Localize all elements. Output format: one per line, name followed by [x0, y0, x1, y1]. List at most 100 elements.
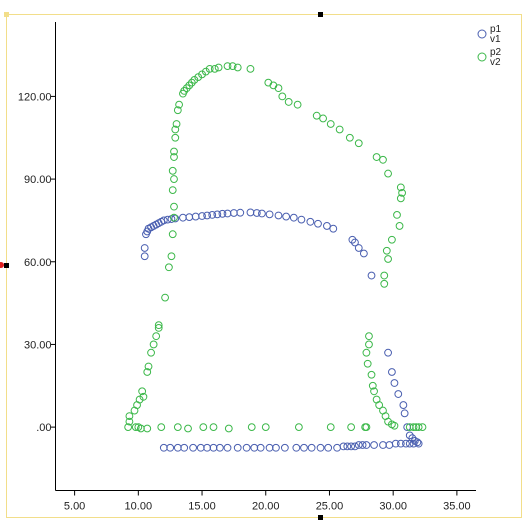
series-1-point: [339, 442, 348, 451]
series-2-point: [170, 153, 178, 161]
series-2-point: [326, 423, 335, 432]
series-2-point: [414, 423, 423, 432]
series-1-point: [354, 244, 363, 252]
legend-label-p1: p1: [490, 24, 502, 35]
series-2-point: [199, 423, 208, 432]
series-1-point: [405, 439, 414, 448]
series-2-point: [187, 78, 196, 87]
y-tick-label: 90.00: [24, 174, 52, 186]
series-1-point: [394, 390, 403, 398]
series-1-point: [198, 212, 206, 220]
series-2-point: [147, 348, 155, 357]
series-1-point: [246, 208, 255, 217]
series-2-point: [278, 92, 287, 101]
series-1-point: [256, 443, 265, 452]
series-2-point: [370, 387, 378, 396]
series-1-point: [300, 443, 308, 452]
legend-label-p2: p2: [490, 47, 502, 58]
series-2-point: [171, 133, 180, 142]
legend-marker-p1: [477, 29, 487, 39]
x-axis-ticks: 5.00 10.00 15.00 20.00 25.00 30.00 35.00: [64, 490, 471, 513]
series-2-point: [354, 139, 363, 148]
series-2-point: [125, 417, 134, 426]
y-tick-label: .00: [36, 422, 51, 434]
series-1-point: [280, 443, 289, 452]
series-2-point: [380, 271, 389, 280]
series-1-point: [203, 211, 212, 220]
series-1-point: [265, 443, 274, 452]
series-1-point: [351, 238, 359, 247]
series-1-point: [250, 443, 259, 452]
series-2-point: [228, 62, 237, 70]
series-1-point: [413, 438, 422, 447]
series-2-point: [362, 348, 371, 357]
resize-handle-bottom[interactable]: [318, 515, 323, 520]
series-1-point: [354, 441, 363, 449]
series-1-point: [329, 224, 338, 233]
series-2-point: [384, 169, 392, 178]
series-2-point: [214, 63, 223, 72]
x-tick-label: 5.00: [64, 501, 85, 513]
series-1-point: [390, 379, 399, 387]
series-2-point: [161, 293, 169, 302]
series-1-point: [384, 348, 392, 357]
series-1-point: [289, 213, 298, 222]
resize-handle-top[interactable]: [318, 12, 323, 17]
series-2-point: [154, 321, 163, 330]
series-1-point: [179, 213, 187, 222]
series-2-point: [247, 423, 256, 432]
series-1-point: [333, 443, 342, 452]
series-1-point: [173, 443, 182, 452]
x-tick-label: 15.00: [188, 501, 216, 513]
series-2-point: [363, 359, 372, 368]
series-1-point: [399, 401, 408, 409]
series-1-point: [385, 441, 394, 449]
series-2-point: [312, 111, 321, 120]
series-2-point: [180, 86, 189, 95]
legend-sublabel-p1: v1: [490, 34, 501, 45]
series-2-point: [223, 62, 232, 70]
series-2-point: [380, 279, 389, 288]
series-1-point: [236, 208, 245, 217]
series-1-point: [351, 442, 359, 451]
series-1-point: [405, 431, 414, 440]
series-2-point: [124, 423, 133, 432]
series-2-point: [409, 423, 418, 432]
series-1-point: [367, 271, 376, 280]
series-1-point: [343, 442, 352, 451]
series-1-point: [348, 235, 357, 244]
series-2-point: [284, 98, 293, 106]
series-1-point: [229, 209, 238, 217]
series-2-point: [152, 332, 161, 341]
x-tick-label: 10.00: [125, 501, 153, 513]
series-2-point: [138, 387, 147, 396]
series-2-point: [168, 186, 177, 195]
series-1-point: [379, 441, 387, 449]
series-1-point: [316, 443, 325, 452]
x-tick-label: 25.00: [316, 501, 344, 513]
series-1-point: [159, 443, 168, 452]
x-tick-label: 35.00: [443, 501, 471, 513]
series-1-point: [324, 443, 333, 452]
series-2-point: [418, 423, 427, 432]
series-2-point: [224, 424, 233, 433]
series-1-point: [213, 210, 222, 219]
series-2-point: [375, 401, 384, 409]
series-2-point: [172, 120, 181, 128]
series-2-point: [382, 246, 391, 255]
series-2-point: [379, 155, 387, 164]
series-2-point: [170, 202, 178, 211]
series-2-point: [347, 423, 356, 432]
series-2-point: [173, 423, 182, 432]
series-2-point: [168, 230, 177, 239]
series-1-point: [272, 443, 280, 452]
resize-handle-left[interactable]: [4, 263, 9, 268]
series-1-point: [402, 439, 410, 448]
series-1-point: [391, 439, 400, 448]
series-2-point: [149, 340, 158, 349]
resize-handle-top-left[interactable]: [4, 12, 9, 17]
series-1-point: [400, 409, 409, 418]
series-1-point: [223, 209, 232, 218]
series-2-point: [170, 147, 178, 156]
series-2-point: [293, 100, 302, 109]
